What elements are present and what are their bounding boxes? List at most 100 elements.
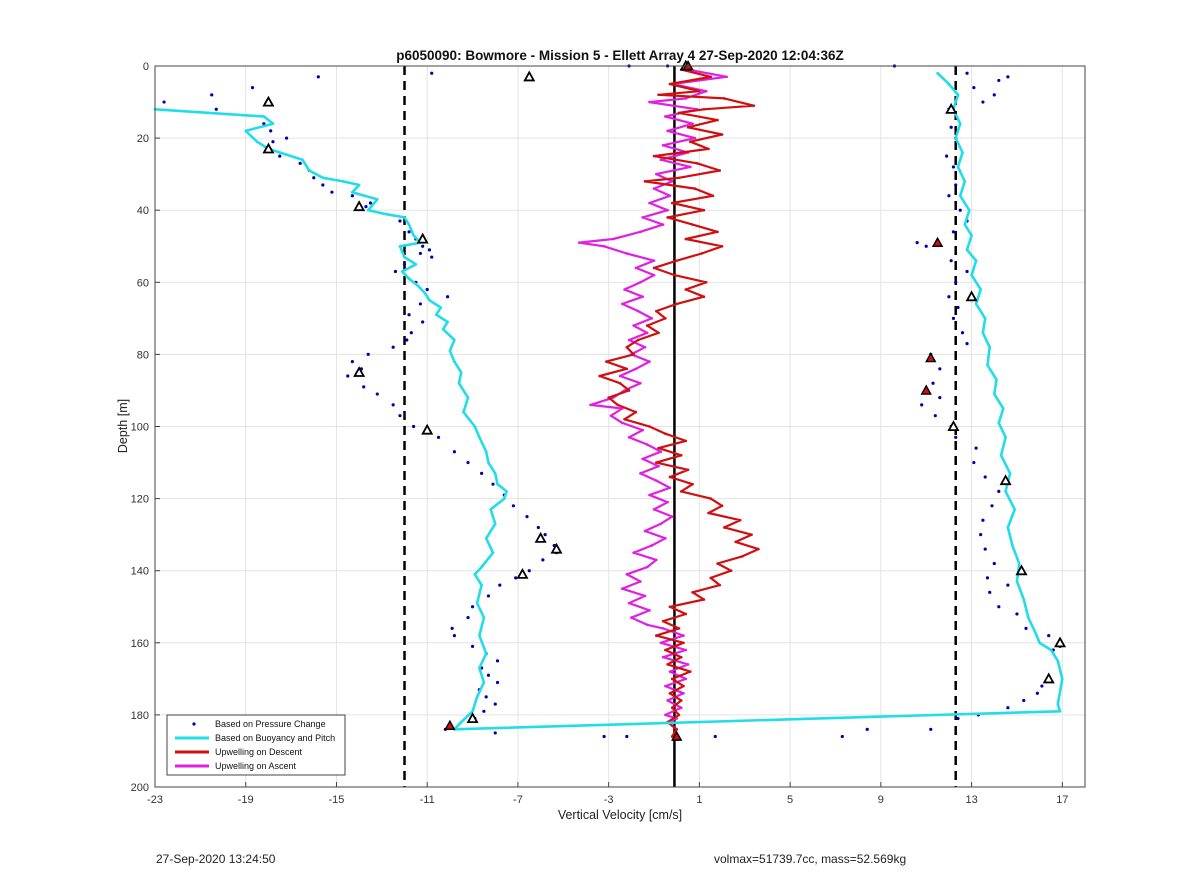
pressure-change-point-8 [271, 140, 275, 144]
based-on-buoyancy-and-pitch-point-92 [970, 273, 973, 277]
based-on-buoyancy-and-pitch-point-103 [958, 122, 962, 125]
y-tick-label-9: 180 [131, 710, 149, 722]
based-on-buoyancy-and-pitch-point-73 [1015, 580, 1019, 583]
upwelling-on-ascent-point-81 [654, 172, 658, 176]
upwelling-on-descent-point-28 [700, 252, 703, 255]
based-on-buoyancy-and-pitch-point-96 [963, 223, 967, 226]
pressure-change-point-139 [972, 86, 976, 90]
pressure-change-point-39 [346, 374, 350, 378]
upwelling-on-descent-point-46 [618, 381, 622, 385]
upwelling-on-ascent-point-54 [648, 360, 651, 363]
black-triangle-marker-13 [947, 420, 960, 432]
x-tick-label-1: -19 [238, 794, 254, 806]
pressure-change-point-63 [466, 615, 470, 620]
based-on-buoyancy-and-pitch-point-85 [995, 378, 998, 381]
pressure-change-point-93 [1047, 633, 1051, 638]
pressure-change-point-138 [992, 93, 996, 97]
upwelling-on-ascent-point-18 [630, 616, 633, 619]
pressure-change-point-26 [393, 269, 398, 274]
upwelling-on-descent-point-31 [673, 273, 676, 277]
based-on-buoyancy-and-pitch-point-81 [1004, 436, 1007, 439]
based-on-buoyancy-and-pitch-point-29 [434, 313, 438, 317]
x-tick-label-6: 1 [696, 794, 702, 806]
upwelling-on-ascent-point-88 [691, 122, 694, 125]
pressure-change-point-118 [960, 331, 965, 335]
pressure-change-point-124 [949, 259, 953, 263]
upwelling-on-ascent-point-71 [577, 241, 581, 244]
pressure-change-point-113 [938, 396, 942, 400]
upwelling-on-descent-point-81 [654, 634, 658, 637]
legend-label-1: Based on Buoyancy and Pitch [215, 733, 335, 743]
upwelling-on-descent-point-74 [718, 583, 722, 587]
based-on-buoyancy-and-pitch-point-60 [475, 695, 479, 699]
pressure-change-point-115 [938, 367, 942, 371]
upwelling-on-ascent-point-39 [657, 464, 660, 468]
pressure-change-point-57 [541, 558, 545, 562]
upwelling-on-descent-point-85 [666, 663, 669, 666]
upwelling-on-ascent-point-64 [623, 288, 626, 291]
based-on-buoyancy-and-pitch-point-4 [255, 140, 259, 144]
upwelling-on-ascent-point-30 [643, 529, 647, 533]
upwelling-on-ascent-point-17 [645, 623, 649, 627]
based-on-buoyancy-and-pitch-point-22 [414, 262, 418, 266]
based-on-buoyancy-and-pitch-point-82 [997, 421, 1001, 425]
based-on-buoyancy-and-pitch-point-17 [407, 223, 411, 226]
upwelling-on-ascent-point-36 [668, 486, 672, 490]
upwelling-on-descent-point-75 [691, 591, 694, 594]
upwelling-on-ascent-point-51 [639, 381, 642, 385]
pressure-change-point-114 [931, 381, 935, 385]
upwelling-on-descent-point-50 [634, 410, 638, 414]
black-triangle-marker-10 [516, 567, 529, 579]
upwelling-on-descent-point-52 [648, 425, 651, 428]
pressure-change-point-132 [951, 165, 956, 169]
based-on-buoyancy-and-pitch-point-105 [956, 93, 960, 97]
pressure-change-point-119 [951, 316, 956, 320]
based-on-buoyancy-and-pitch-point-55 [482, 616, 486, 619]
legend-label-0: Based on Pressure Change [215, 719, 326, 729]
upwelling-on-descent-point-25 [716, 230, 719, 234]
pressure-change-point-45 [436, 435, 441, 439]
pressure-change-point-84 [929, 727, 933, 731]
upwelling-on-descent-point-34 [702, 295, 706, 299]
black-triangle-marker-14 [999, 474, 1012, 486]
upwelling-on-descent-point-64 [707, 511, 710, 515]
pressure-change-point-16 [368, 201, 373, 205]
pressure-change-point-44 [411, 424, 416, 429]
based-on-buoyancy-and-pitch-point-16 [403, 216, 406, 219]
x-tick-label-2: -15 [329, 794, 345, 806]
pressure-change-point-126 [915, 241, 919, 245]
upwelling-on-descent-point-24 [691, 223, 694, 226]
based-on-buoyancy-and-pitch-point-79 [1008, 472, 1012, 475]
pressure-change-point-13 [321, 183, 325, 187]
red-triangle-marker-1 [931, 236, 944, 247]
black-triangle-marker-6 [421, 423, 434, 435]
upwelling-on-descent-point-8 [677, 111, 681, 115]
upwelling-on-ascent-point-73 [639, 230, 642, 234]
upwelling-on-descent-point-30 [652, 266, 656, 270]
upwelling-on-ascent-point-34 [666, 500, 669, 504]
upwelling-on-ascent-point-95 [725, 75, 728, 79]
based-on-buoyancy-and-pitch-point-14 [366, 208, 370, 212]
upwelling-on-ascent-point-65 [639, 281, 642, 284]
based-on-buoyancy-and-pitch-point-45 [505, 490, 508, 493]
y-tick-label-5: 100 [131, 422, 149, 434]
upwelling-on-descent-point-41 [625, 345, 629, 349]
based-on-buoyancy-and-pitch-point-9 [321, 176, 325, 180]
upwelling-on-ascent-point-31 [659, 522, 663, 526]
black-triangle-marker-4 [416, 232, 429, 244]
upwelling-on-descent-point-63 [720, 504, 724, 508]
pressure-change-point-122 [954, 280, 958, 284]
upwelling-on-ascent-point-45 [620, 421, 624, 425]
footer-timestamp: 27-Sep-2020 13:24:50 [156, 852, 276, 866]
based-on-buoyancy-and-pitch-point-78 [1004, 490, 1007, 493]
upwelling-on-ascent-point-53 [634, 367, 638, 371]
black-triangle-marker-3 [353, 200, 366, 212]
upwelling-on-ascent-point-6 [666, 699, 669, 702]
y-tick-label-10: 200 [131, 782, 149, 794]
based-on-buoyancy-and-pitch-point-33 [448, 349, 452, 353]
pressure-change-point-75 [482, 709, 486, 713]
based-on-buoyancy-and-pitch-point-77 [1013, 508, 1016, 511]
based-on-buoyancy-and-pitch-point-83 [1002, 407, 1005, 410]
based-on-buoyancy-and-pitch-point-30 [446, 320, 449, 324]
